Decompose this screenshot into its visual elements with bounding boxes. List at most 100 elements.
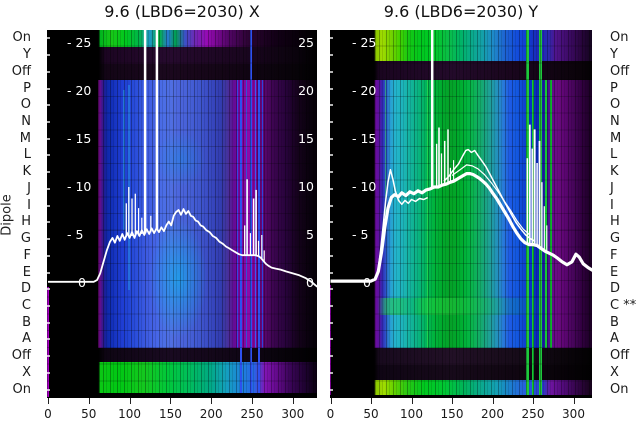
accent-line bbox=[240, 80, 243, 393]
row-tick bbox=[330, 70, 333, 73]
row-tick bbox=[47, 288, 50, 291]
row-label-left: D bbox=[20, 281, 31, 297]
row-label-left: H bbox=[21, 214, 31, 230]
x-tick bbox=[211, 398, 213, 404]
row-label-right: E bbox=[610, 264, 619, 280]
row-tick bbox=[330, 305, 333, 307]
x-tick bbox=[452, 398, 453, 404]
x-tick bbox=[252, 398, 253, 404]
row-label-left: P bbox=[23, 80, 31, 96]
row-label-left: Y bbox=[23, 47, 31, 63]
row-label-right: Y bbox=[610, 47, 618, 63]
accent-line bbox=[245, 80, 248, 348]
row-label-left: B bbox=[22, 314, 31, 330]
inner-ytick-label: - 15 bbox=[67, 131, 92, 146]
row-label-left: O bbox=[20, 97, 31, 113]
row-tick bbox=[330, 187, 333, 190]
row-label-right: Off bbox=[610, 63, 630, 79]
inner-ytick-label: - 5 bbox=[67, 227, 84, 242]
accent-line bbox=[123, 90, 125, 230]
row-tick bbox=[330, 104, 333, 107]
x-tick-label: 0 bbox=[44, 407, 52, 421]
row-tick bbox=[47, 171, 50, 174]
accent-line bbox=[236, 80, 239, 348]
row-tick bbox=[47, 121, 50, 123]
inner-ytick-label: - 25 bbox=[352, 35, 377, 50]
row-label-right: K bbox=[610, 164, 619, 180]
accent-line bbox=[427, 80, 429, 348]
row-label-right: F bbox=[610, 247, 618, 263]
row-label-right: On bbox=[610, 30, 629, 46]
panel-x-title: 9.6 (LBD6=2030) X bbox=[104, 2, 260, 21]
row-tick bbox=[330, 238, 333, 241]
heatmap-band bbox=[47, 30, 317, 47]
row-tick bbox=[330, 355, 333, 358]
row-tick bbox=[47, 187, 50, 190]
inner-ytick-label: 25 bbox=[298, 35, 314, 50]
inner-ytick-label: - 20 bbox=[67, 83, 92, 98]
heatmap-band bbox=[47, 362, 317, 393]
accent-line bbox=[550, 80, 552, 348]
x-tick-label: 150 bbox=[158, 407, 182, 421]
row-label-right: B bbox=[610, 314, 619, 330]
row-label-right: P bbox=[610, 80, 618, 96]
row-tick bbox=[330, 171, 333, 174]
row-label-left: G bbox=[20, 231, 31, 247]
row-label-left: Off bbox=[11, 63, 31, 79]
row-tick bbox=[330, 87, 333, 90]
row-tick bbox=[330, 137, 333, 140]
x-tick bbox=[330, 398, 332, 404]
row-label-left: C bbox=[21, 298, 31, 313]
row-label-right: N bbox=[610, 114, 620, 129]
accent-line bbox=[385, 80, 387, 230]
inner-ytick-label: 0 bbox=[306, 275, 314, 290]
x-tick bbox=[88, 398, 90, 404]
inner-ytick-label: - 25 bbox=[67, 35, 92, 50]
inner-ytick-label: 20 bbox=[298, 83, 314, 98]
heatmap-panel-y: - 25 - 20 - 15 - 10 - 5 0 bbox=[330, 30, 592, 398]
row-label-left: Off bbox=[11, 348, 31, 364]
inner-ytick-label: 0 bbox=[78, 275, 86, 290]
row-label-right: G bbox=[610, 231, 621, 247]
row-tick bbox=[47, 338, 50, 341]
row-tick bbox=[47, 355, 50, 358]
inner-ytick-label: - 20 bbox=[352, 83, 377, 98]
row-tick bbox=[47, 37, 50, 40]
row-tick bbox=[330, 388, 333, 391]
row-label-left: F bbox=[23, 247, 31, 263]
row-tick bbox=[330, 54, 333, 57]
x-tick bbox=[129, 398, 131, 404]
x-tick-label: 0 bbox=[326, 407, 335, 421]
row-tick bbox=[330, 254, 333, 257]
row-tick bbox=[330, 371, 333, 374]
x-tick-label: 300 bbox=[562, 407, 585, 421]
row-tick bbox=[330, 154, 333, 157]
beam-bundle-y bbox=[330, 172, 592, 283]
inner-ytick-label: - 5 bbox=[352, 227, 369, 242]
x-tick-label: 300 bbox=[281, 407, 305, 421]
row-label-right: J bbox=[610, 180, 614, 196]
beam-curves-overlay bbox=[330, 30, 592, 283]
row-label-left: A bbox=[22, 331, 31, 347]
accent-line bbox=[258, 80, 261, 393]
x-tick bbox=[533, 398, 534, 404]
x-tick-label: 50 bbox=[363, 407, 379, 421]
panel-y-title: 9.6 (LBD6=2030) Y bbox=[383, 2, 539, 21]
row-label-left: L bbox=[23, 147, 31, 163]
inner-ytick-label: 0 bbox=[363, 275, 371, 290]
row-tick bbox=[47, 305, 50, 307]
beam-mid-y bbox=[451, 164, 531, 236]
x-tick-label: 200 bbox=[199, 407, 223, 421]
row-label-left: E bbox=[22, 264, 31, 280]
row-tick bbox=[330, 338, 333, 341]
x-tick-label: 250 bbox=[521, 407, 545, 421]
row-label-right: X bbox=[610, 364, 619, 380]
row-tick bbox=[47, 54, 50, 57]
row-label-left: On bbox=[12, 381, 31, 397]
heatmap-panel-x: - 25 - 20 - 15 - 10 - 5 0 25 20 15 10 5 0 bbox=[47, 30, 317, 398]
x-tick bbox=[371, 398, 372, 404]
accent-line bbox=[250, 30, 253, 393]
x-tick bbox=[573, 398, 575, 404]
row-tick bbox=[47, 221, 50, 224]
row-label-right: Off bbox=[610, 348, 630, 364]
